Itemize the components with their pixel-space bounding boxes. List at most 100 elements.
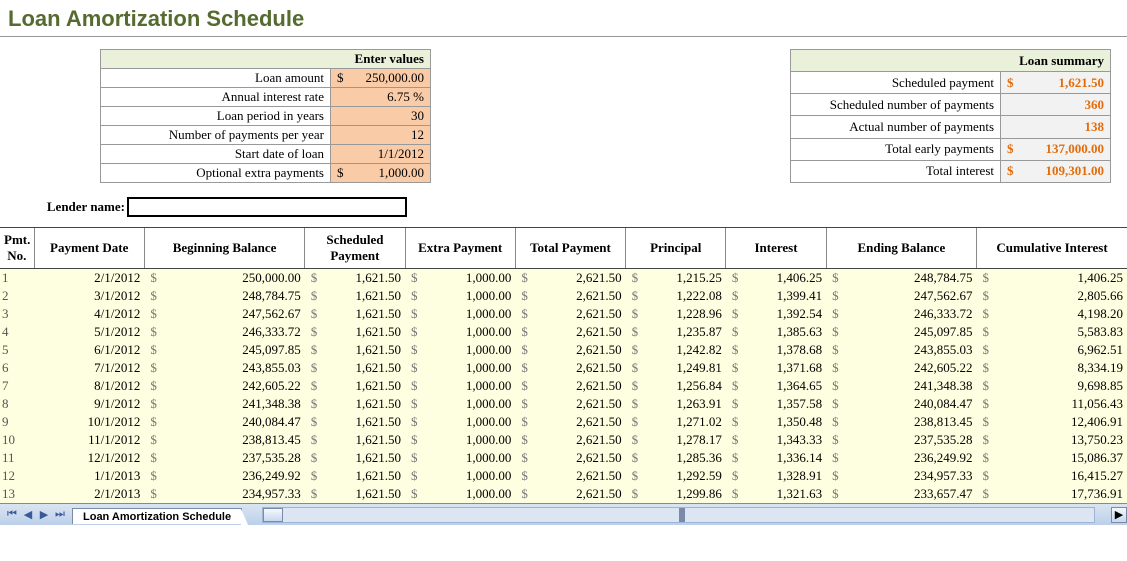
table-row[interactable]: 89/1/2012$241,348.38$1,621.50$1,000.00$2… xyxy=(0,395,1127,413)
cell: $2,621.50 xyxy=(515,431,625,449)
input-value-5[interactable]: $1,000.00 xyxy=(331,164,431,183)
cell-pmtno: 7 xyxy=(0,377,34,395)
cell: $2,805.66 xyxy=(977,287,1127,305)
input-value-2[interactable]: 30 xyxy=(331,107,431,126)
cell: $1,621.50 xyxy=(305,305,405,323)
cell: $15,086.37 xyxy=(977,449,1127,467)
cell: $1,235.87 xyxy=(626,323,726,341)
input-label: Annual interest rate xyxy=(101,88,331,107)
horizontal-scrollbar[interactable] xyxy=(262,507,1095,523)
cell: $234,957.33 xyxy=(826,467,976,485)
cell: $1,263.91 xyxy=(626,395,726,413)
cell: $1,000.00 xyxy=(405,269,515,288)
cell: $1,336.14 xyxy=(726,449,826,467)
table-row[interactable]: 1011/1/2012$238,813.45$1,621.50$1,000.00… xyxy=(0,431,1127,449)
col-header: Cumulative Interest xyxy=(977,228,1127,269)
scroll-right-icon[interactable]: ▶ xyxy=(1111,507,1127,523)
cell: $1,621.50 xyxy=(305,485,405,503)
cell: $248,784.75 xyxy=(826,269,976,288)
table-row[interactable]: 121/1/2013$236,249.92$1,621.50$1,000.00$… xyxy=(0,467,1127,485)
col-header: Principal xyxy=(626,228,726,269)
cell: $1,621.50 xyxy=(305,431,405,449)
cell-pmtno: 6 xyxy=(0,359,34,377)
worksheet-tab[interactable]: Loan Amortization Schedule xyxy=(72,508,242,524)
cell: $243,855.03 xyxy=(144,359,304,377)
cell: $1,621.50 xyxy=(305,323,405,341)
cell: 9/1/2012 xyxy=(34,395,144,413)
tab-nav-prev-icon[interactable]: ◀ xyxy=(20,507,36,523)
table-row[interactable]: 1112/1/2012$237,535.28$1,621.50$1,000.00… xyxy=(0,449,1127,467)
cell: $247,562.67 xyxy=(144,305,304,323)
table-row[interactable]: 34/1/2012$247,562.67$1,621.50$1,000.00$2… xyxy=(0,305,1127,323)
cell: $245,097.85 xyxy=(826,323,976,341)
cell: $248,784.75 xyxy=(144,287,304,305)
worksheet-tab-bar: ⏮ ◀ ▶ ⏭ Loan Amortization Schedule ▶ xyxy=(0,503,1127,525)
cell: $1,000.00 xyxy=(405,449,515,467)
table-row[interactable]: 67/1/2012$243,855.03$1,621.50$1,000.00$2… xyxy=(0,359,1127,377)
cell: $242,605.22 xyxy=(144,377,304,395)
summary-value-3: $137,000.00 xyxy=(1001,138,1111,160)
cell: $2,621.50 xyxy=(515,467,625,485)
cell: 2/1/2012 xyxy=(34,269,144,288)
cell: $1,621.50 xyxy=(305,467,405,485)
cell: $1,000.00 xyxy=(405,467,515,485)
cell-pmtno: 4 xyxy=(0,323,34,341)
summary-value-2: 138 xyxy=(1001,116,1111,138)
cell: $2,621.50 xyxy=(515,377,625,395)
input-label: Loan period in years xyxy=(101,107,331,126)
table-row[interactable]: 45/1/2012$246,333.72$1,621.50$1,000.00$2… xyxy=(0,323,1127,341)
cell: 11/1/2012 xyxy=(34,431,144,449)
cell: $247,562.67 xyxy=(826,287,976,305)
cell: $1,000.00 xyxy=(405,395,515,413)
cell: $2,621.50 xyxy=(515,359,625,377)
cell: $1,371.68 xyxy=(726,359,826,377)
cell: $2,621.50 xyxy=(515,413,625,431)
cell: $1,621.50 xyxy=(305,269,405,288)
enter-values-header: Enter values xyxy=(101,50,431,69)
cell: $11,056.43 xyxy=(977,395,1127,413)
input-value-1[interactable]: 6.75 % xyxy=(331,88,431,107)
cell: $1,364.65 xyxy=(726,377,826,395)
table-row[interactable]: 78/1/2012$242,605.22$1,621.50$1,000.00$2… xyxy=(0,377,1127,395)
summary-label: Scheduled payment xyxy=(791,72,1001,94)
col-header: Payment Date xyxy=(34,228,144,269)
cell: $238,813.45 xyxy=(144,431,304,449)
cell: $1,378.68 xyxy=(726,341,826,359)
cell: $2,621.50 xyxy=(515,287,625,305)
cell-pmtno: 1 xyxy=(0,269,34,288)
cell: $1,299.86 xyxy=(626,485,726,503)
cell: $1,357.58 xyxy=(726,395,826,413)
input-value-3[interactable]: 12 xyxy=(331,126,431,145)
table-row[interactable]: 910/1/2012$240,084.47$1,621.50$1,000.00$… xyxy=(0,413,1127,431)
cell: $1,392.54 xyxy=(726,305,826,323)
cell: $1,000.00 xyxy=(405,431,515,449)
cell: $5,583.83 xyxy=(977,323,1127,341)
cell: $1,399.41 xyxy=(726,287,826,305)
col-header: Ending Balance xyxy=(826,228,976,269)
tab-nav-next-icon[interactable]: ▶ xyxy=(36,507,52,523)
cell: $1,621.50 xyxy=(305,449,405,467)
cell: $2,621.50 xyxy=(515,305,625,323)
cell: $1,000.00 xyxy=(405,413,515,431)
lender-name-input[interactable] xyxy=(127,197,407,217)
cell: 6/1/2012 xyxy=(34,341,144,359)
cell: 4/1/2012 xyxy=(34,305,144,323)
cell: $1,278.17 xyxy=(626,431,726,449)
scroll-thumb[interactable] xyxy=(263,508,283,522)
tab-nav-first-icon[interactable]: ⏮ xyxy=(4,507,20,523)
table-row[interactable]: 132/1/2013$234,957.33$1,621.50$1,000.00$… xyxy=(0,485,1127,503)
table-row[interactable]: 12/1/2012$250,000.00$1,621.50$1,000.00$2… xyxy=(0,269,1127,288)
table-row[interactable]: 23/1/2012$248,784.75$1,621.50$1,000.00$2… xyxy=(0,287,1127,305)
cell-pmtno: 12 xyxy=(0,467,34,485)
table-row[interactable]: 56/1/2012$245,097.85$1,621.50$1,000.00$2… xyxy=(0,341,1127,359)
summary-value-1: 360 xyxy=(1001,94,1111,116)
input-value-4[interactable]: 1/1/2012 xyxy=(331,145,431,164)
input-value-0[interactable]: $250,000.00 xyxy=(331,69,431,88)
cell: $16,415.27 xyxy=(977,467,1127,485)
cell: 12/1/2012 xyxy=(34,449,144,467)
cell: $240,084.47 xyxy=(144,413,304,431)
cell: $1,249.81 xyxy=(626,359,726,377)
enter-values-panel: Enter valuesLoan amount$250,000.00Annual… xyxy=(100,49,431,183)
tab-nav-last-icon[interactable]: ⏭ xyxy=(52,507,68,523)
cell: $2,621.50 xyxy=(515,485,625,503)
